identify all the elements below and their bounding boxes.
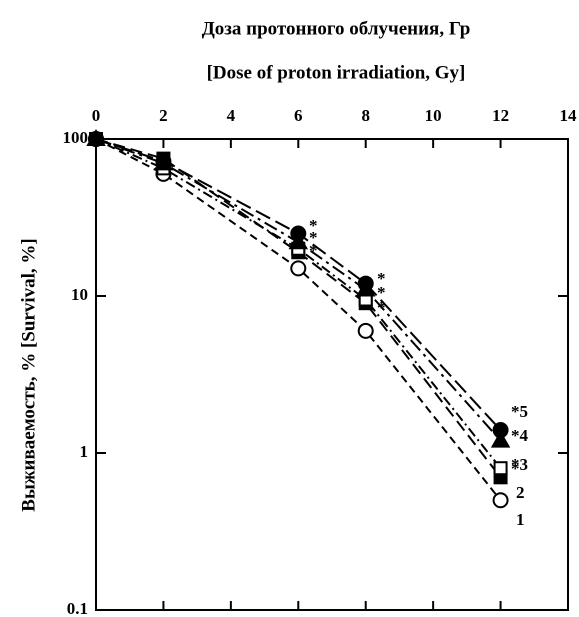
series-label: *3: [511, 455, 528, 474]
marker: [155, 153, 172, 170]
marker: [357, 275, 374, 292]
marker: [492, 492, 509, 509]
series-line: [95, 138, 502, 469]
marker: [493, 461, 508, 476]
x-tick-label: 10: [425, 106, 442, 125]
x-tick-label: 14: [560, 106, 578, 125]
significance-mark: *: [309, 228, 318, 247]
significance-mark: *: [377, 269, 386, 288]
significance-mark: *: [377, 298, 386, 317]
marker: [492, 422, 509, 439]
y-tick-label: 10: [71, 285, 88, 304]
significance-mark: *: [377, 283, 386, 302]
series-line: [95, 138, 502, 478]
x-tick-label: 8: [361, 106, 370, 125]
marker: [490, 430, 511, 448]
series-line: [95, 138, 502, 442]
marker: [88, 131, 104, 147]
x-tick-label: 4: [227, 106, 236, 125]
x-tick-label: 2: [159, 106, 168, 125]
x-tick-label: 6: [294, 106, 303, 125]
marker: [290, 260, 307, 277]
y-axis-label: Выживаемость, % [Survival, %]: [18, 238, 39, 511]
significance-mark: *: [511, 459, 520, 478]
y-tick-label: 0.1: [67, 599, 88, 617]
x-tick-label: 12: [492, 106, 509, 125]
significance-mark: *: [309, 241, 318, 260]
series-line: [95, 138, 502, 431]
series-label: *5: [511, 402, 528, 421]
x-tick-label: 0: [92, 106, 101, 125]
marker: [290, 225, 307, 242]
series-line: [95, 138, 502, 501]
series-label: 1: [516, 510, 525, 529]
series-label: 2: [516, 483, 525, 502]
marker: [357, 322, 374, 339]
series-label: *4: [511, 426, 529, 445]
chart-subtitle: [Dose of proton irradiation, Gy]: [207, 62, 466, 83]
y-tick-label: 1: [80, 442, 89, 461]
significance-mark: *: [309, 216, 318, 235]
y-tick-label: 100: [63, 128, 89, 147]
plot-frame: [95, 138, 569, 611]
chart-title: Доза протонного облучения, Гр: [202, 18, 471, 39]
